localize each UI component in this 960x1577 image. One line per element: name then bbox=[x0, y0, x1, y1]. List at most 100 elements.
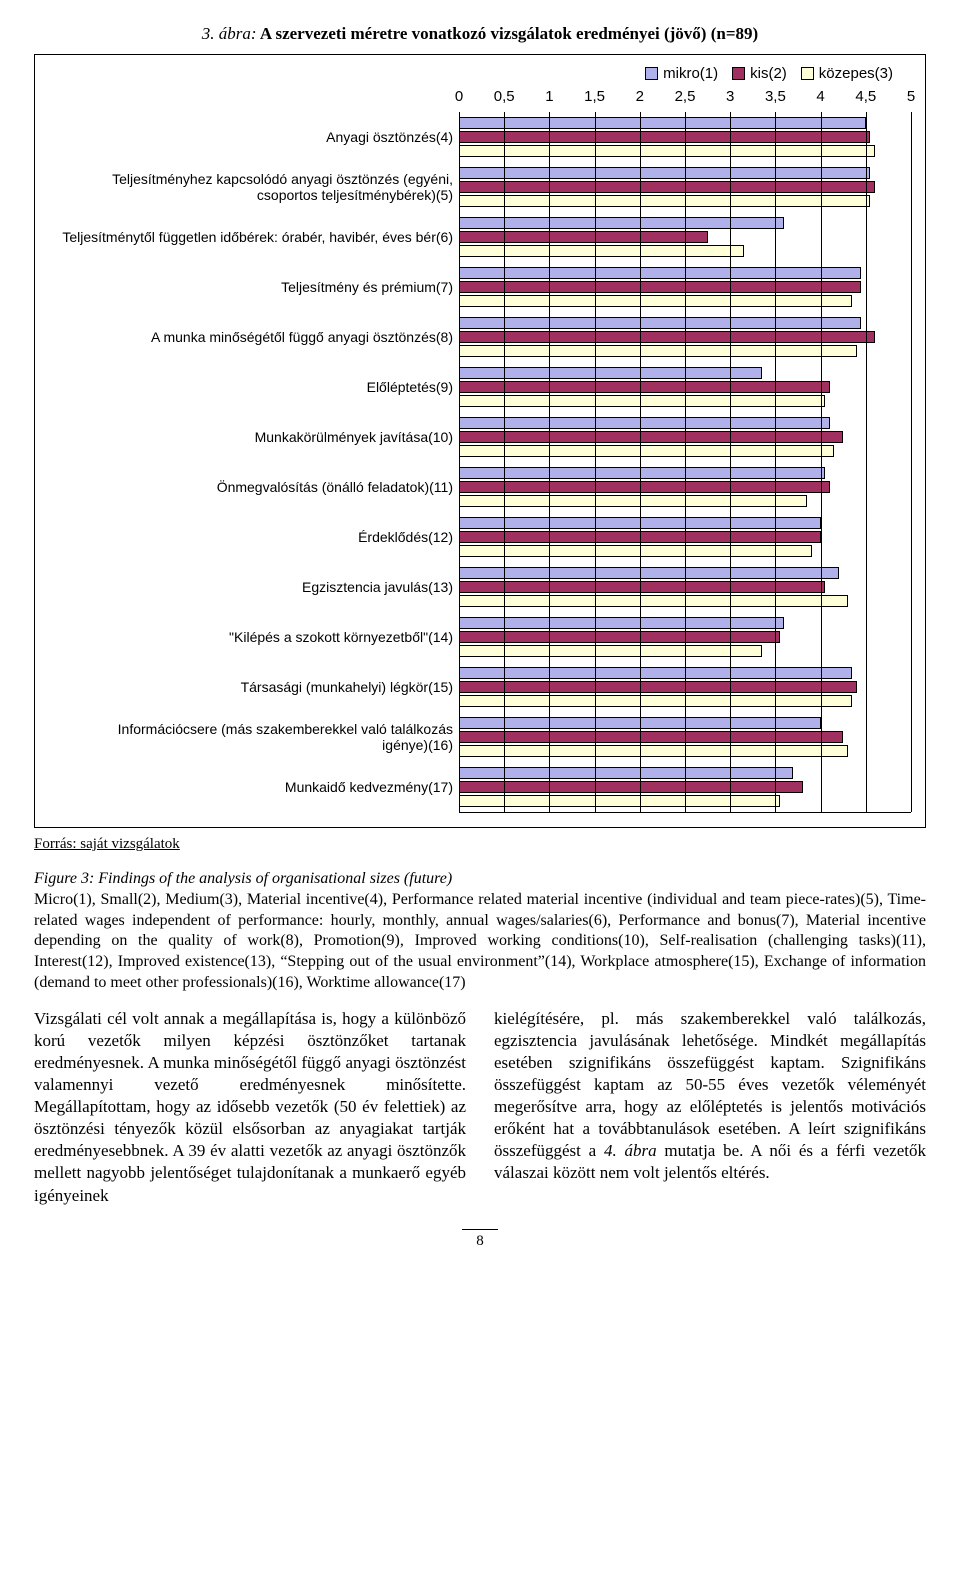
x-tick: 3,5 bbox=[765, 88, 786, 105]
gridline bbox=[549, 112, 550, 812]
bar bbox=[459, 595, 848, 607]
gridline bbox=[911, 112, 912, 812]
source-label: Forrás: bbox=[34, 836, 77, 852]
page-number: 8 bbox=[462, 1229, 498, 1250]
y-label: Teljesítménytől független időbérek: órab… bbox=[49, 212, 453, 262]
gridline bbox=[504, 112, 505, 812]
bar bbox=[459, 731, 843, 743]
legend-item: közepes(3) bbox=[801, 65, 893, 82]
y-label: Információcsere (más szakemberekkel való… bbox=[49, 712, 453, 762]
x-tick: 2 bbox=[636, 88, 644, 105]
plot-area: 00,511,522,533,544,55 bbox=[459, 88, 911, 813]
figure-title-text: A szervezeti méretre vonatkozó vizsgálat… bbox=[257, 24, 759, 43]
bar bbox=[459, 581, 825, 593]
bar bbox=[459, 567, 839, 579]
bar bbox=[459, 167, 870, 179]
gridline bbox=[459, 112, 460, 812]
bar bbox=[459, 417, 830, 429]
bar bbox=[459, 495, 807, 507]
legend-label: közepes(3) bbox=[819, 65, 893, 82]
x-tick: 2,5 bbox=[675, 88, 696, 105]
bar bbox=[459, 617, 784, 629]
y-axis-labels: Anyagi ösztönzés(4)Teljesítményhez kapcs… bbox=[49, 88, 459, 813]
bar bbox=[459, 467, 825, 479]
figure-caption: Figure 3: Findings of the analysis of or… bbox=[34, 869, 926, 994]
col-right-a: kielégítésére, pl. más szakemberekkel va… bbox=[494, 1009, 926, 1161]
body-columns: Vizsgálati cél volt annak a megállapítás… bbox=[34, 1008, 926, 1207]
bar bbox=[459, 445, 834, 457]
y-label: Érdeklődés(12) bbox=[49, 512, 453, 562]
figure-title: 3. ábra: A szervezeti méretre vonatkozó … bbox=[34, 24, 926, 44]
gridline bbox=[821, 112, 822, 812]
col-right-ref: 4. ábra bbox=[604, 1141, 657, 1160]
x-tick: 3 bbox=[726, 88, 734, 105]
gridline bbox=[595, 112, 596, 812]
chart-legend: mikro(1) kis(2) közepes(3) bbox=[49, 65, 893, 82]
gridline bbox=[640, 112, 641, 812]
y-label: Munkakörülmények javítása(10) bbox=[49, 412, 453, 462]
bar bbox=[459, 217, 784, 229]
bar bbox=[459, 195, 870, 207]
bar bbox=[459, 245, 744, 257]
y-label: "Kilépés a szokott környezetből"(14) bbox=[49, 612, 453, 662]
bar bbox=[459, 481, 830, 493]
gridline bbox=[775, 112, 776, 812]
x-tick: 4 bbox=[816, 88, 824, 105]
source-text: saját vizsgálatok bbox=[77, 836, 180, 852]
y-label: A munka minőségétől függő anyagi ösztönz… bbox=[49, 312, 453, 362]
bar bbox=[459, 145, 875, 157]
x-tick: 1 bbox=[545, 88, 553, 105]
legend-label: mikro(1) bbox=[663, 65, 718, 82]
x-axis: 00,511,522,533,544,55 bbox=[459, 88, 911, 112]
y-label: Egzisztencia javulás(13) bbox=[49, 562, 453, 612]
bar bbox=[459, 131, 870, 143]
chart-source: Forrás: saját vizsgálatok bbox=[34, 836, 926, 853]
legend-item: kis(2) bbox=[732, 65, 787, 82]
gridline bbox=[685, 112, 686, 812]
bar bbox=[459, 381, 830, 393]
x-tick: 0,5 bbox=[494, 88, 515, 105]
bar bbox=[459, 631, 780, 643]
bar bbox=[459, 295, 852, 307]
legend-swatch bbox=[732, 67, 745, 80]
bar bbox=[459, 795, 780, 807]
bar bbox=[459, 667, 852, 679]
column-right: kielégítésére, pl. más szakemberekkel va… bbox=[494, 1008, 926, 1207]
bar bbox=[459, 745, 848, 757]
x-tick: 4,5 bbox=[855, 88, 876, 105]
x-tick: 1,5 bbox=[584, 88, 605, 105]
y-label: Társasági (munkahelyi) légkör(15) bbox=[49, 662, 453, 712]
gridline bbox=[730, 112, 731, 812]
figure-title-num: 3. ábra: bbox=[202, 24, 257, 43]
bar bbox=[459, 767, 793, 779]
chart-frame: mikro(1) kis(2) közepes(3) Anyagi ösztönzé… bbox=[34, 54, 926, 828]
bar bbox=[459, 331, 875, 343]
bar bbox=[459, 695, 852, 707]
bar bbox=[459, 267, 861, 279]
y-label: Előléptetés(9) bbox=[49, 362, 453, 412]
y-label: Teljesítmény és prémium(7) bbox=[49, 262, 453, 312]
y-label: Munkaidő kedvezmény(17) bbox=[49, 762, 453, 812]
bar bbox=[459, 181, 875, 193]
bar bbox=[459, 781, 803, 793]
bar bbox=[459, 345, 857, 357]
bar bbox=[459, 317, 861, 329]
legend-swatch bbox=[645, 67, 658, 80]
caption-body: Micro(1), Small(2), Medium(3), Material … bbox=[34, 891, 926, 991]
plot-canvas bbox=[459, 112, 911, 813]
bar bbox=[459, 281, 861, 293]
y-label: Önmegvalósítás (önálló feladatok)(11) bbox=[49, 462, 453, 512]
caption-italic: Figure 3: Findings of the analysis of or… bbox=[34, 870, 452, 887]
x-tick: 0 bbox=[455, 88, 463, 105]
bar bbox=[459, 431, 843, 443]
bar bbox=[459, 545, 812, 557]
gridline bbox=[866, 112, 867, 812]
y-label: Anyagi ösztönzés(4) bbox=[49, 112, 453, 162]
column-left: Vizsgálati cél volt annak a megállapítás… bbox=[34, 1008, 466, 1207]
legend-swatch bbox=[801, 67, 814, 80]
y-label: Teljesítményhez kapcsolódó anyagi ösztön… bbox=[49, 162, 453, 212]
legend-label: kis(2) bbox=[750, 65, 787, 82]
bar bbox=[459, 117, 866, 129]
bar bbox=[459, 681, 857, 693]
bar bbox=[459, 395, 825, 407]
